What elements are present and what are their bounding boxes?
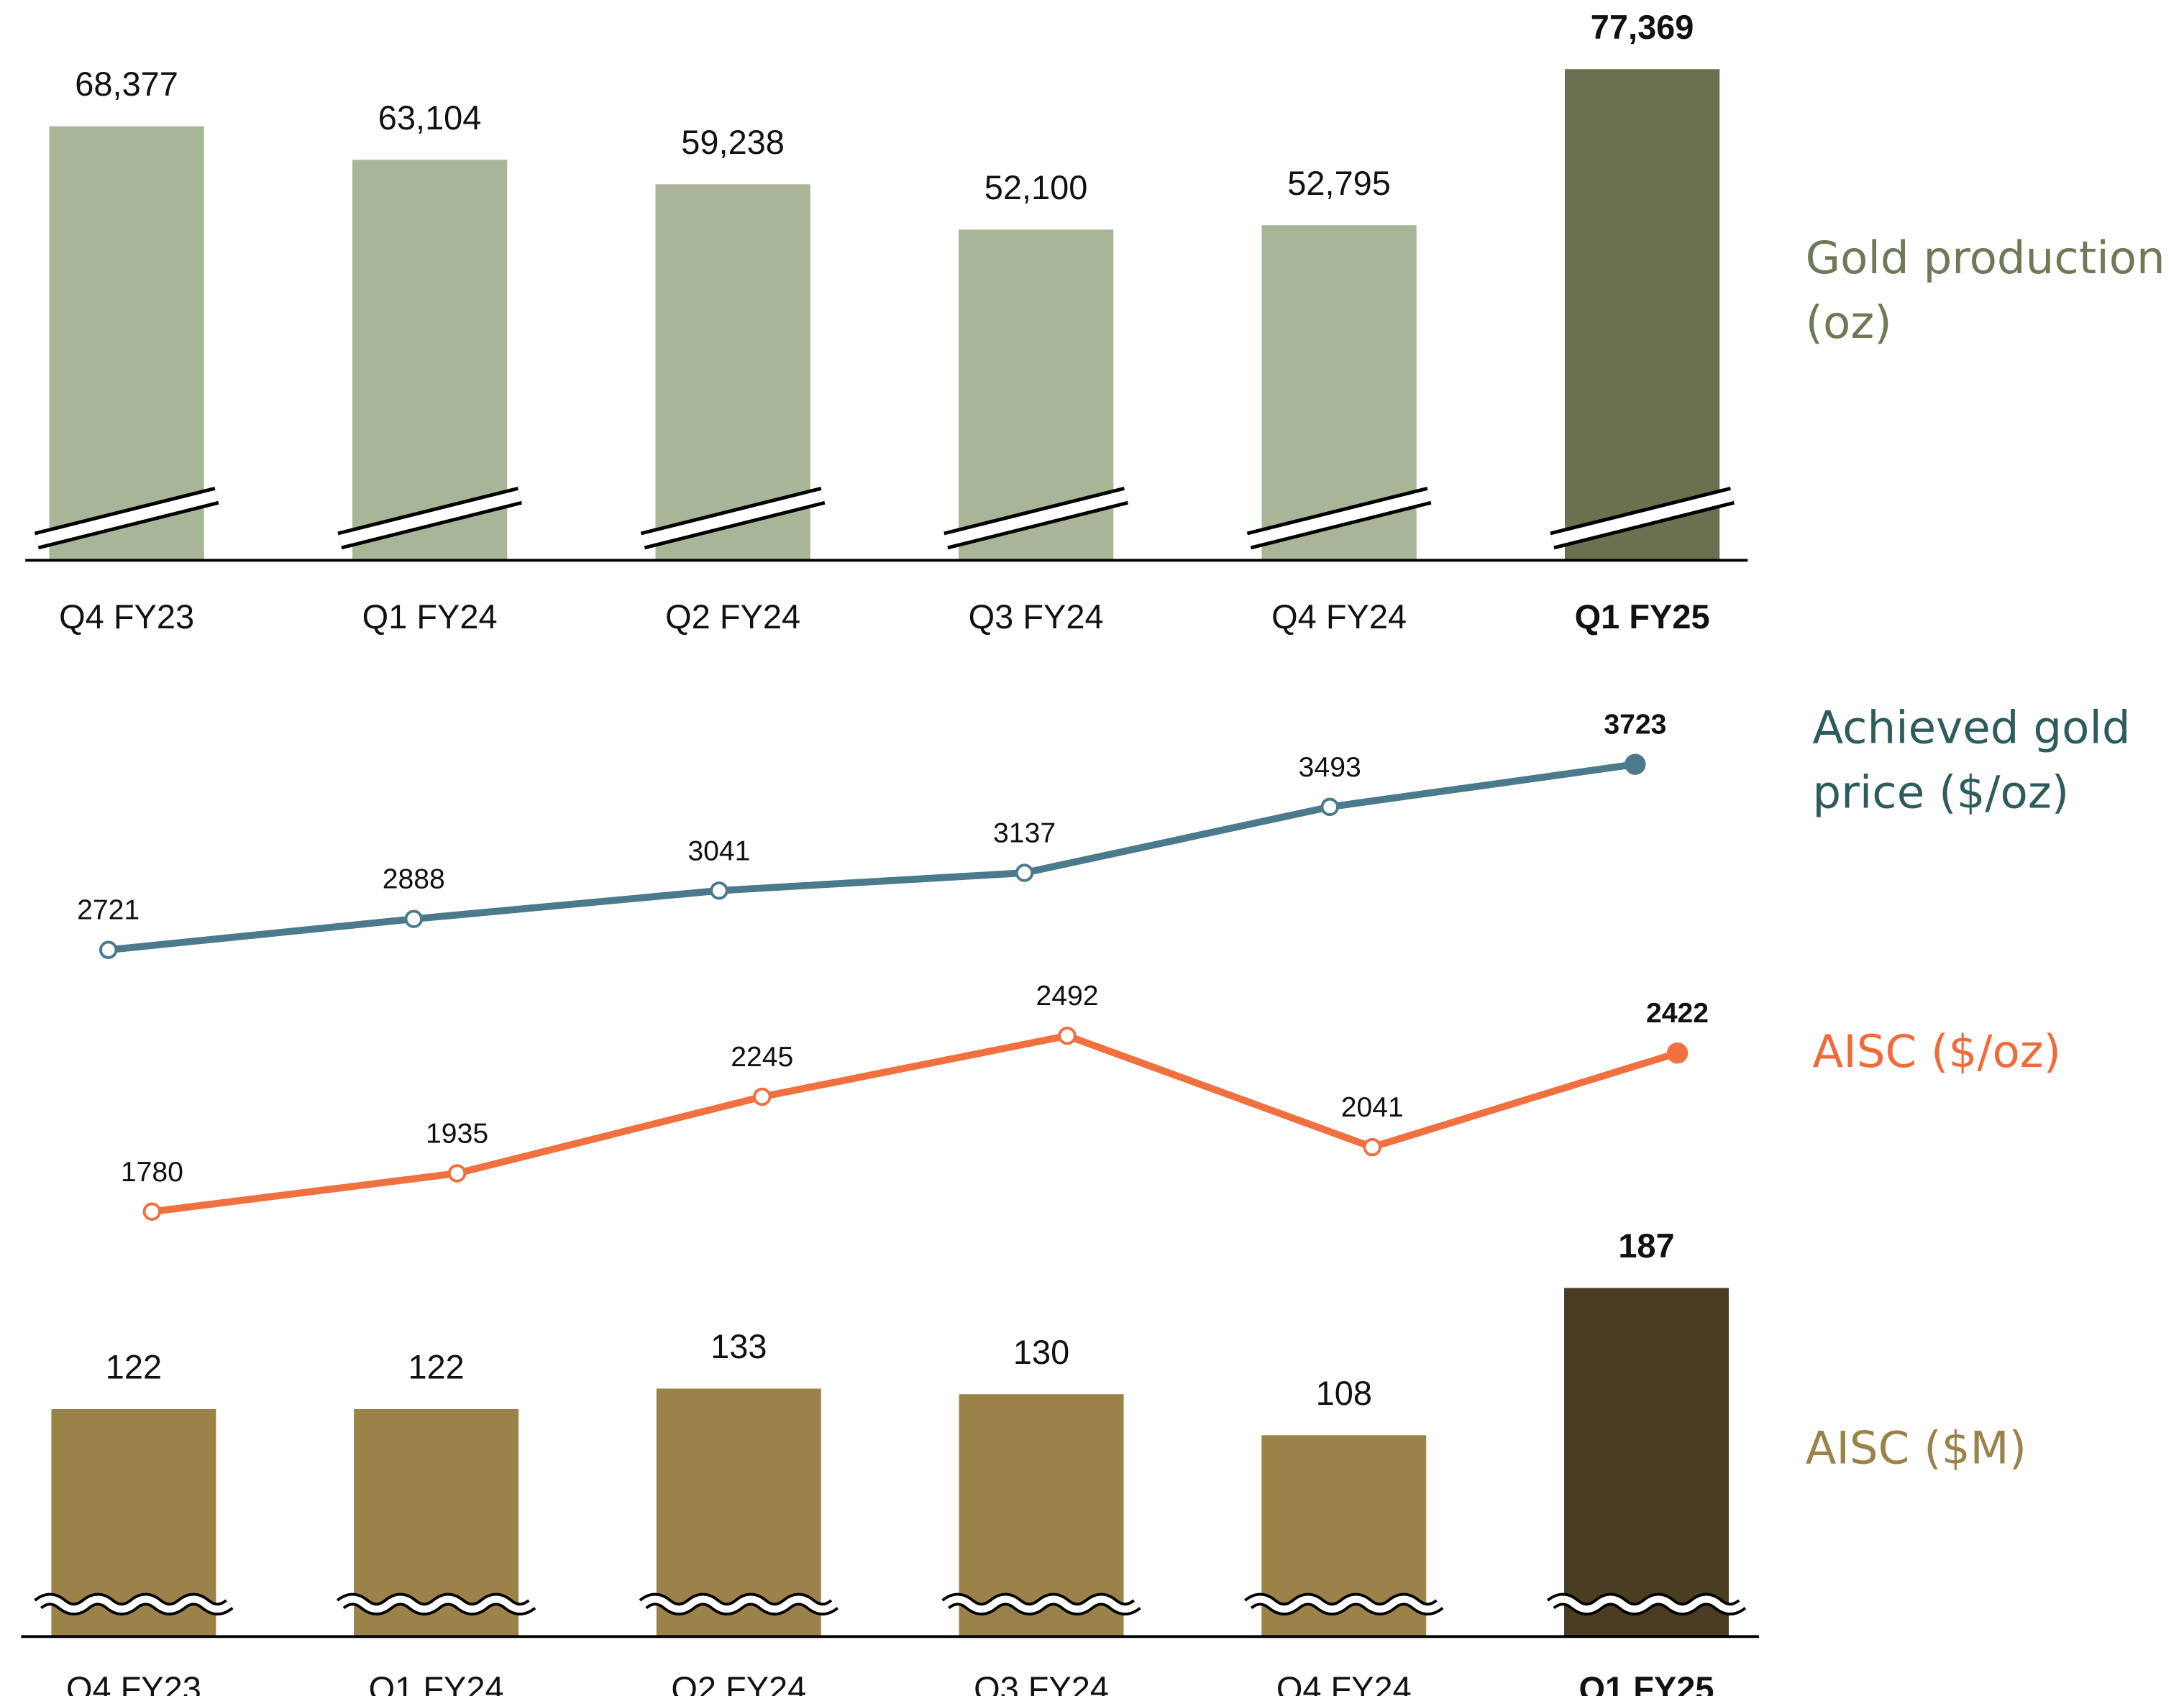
point — [710, 881, 728, 900]
point — [1320, 797, 1339, 817]
value-label: 2422 — [1646, 998, 1709, 1029]
point — [1015, 863, 1034, 882]
value-label: 2041 — [1341, 1092, 1404, 1123]
axis-break — [338, 1595, 534, 1613]
value-label: 52,100 — [984, 168, 1088, 206]
value-label: 59,238 — [681, 123, 785, 161]
point — [404, 909, 424, 928]
point — [99, 940, 118, 959]
axis-break — [35, 490, 219, 546]
axis-break — [641, 490, 825, 546]
x-tick-label: Q3 FY24 — [969, 597, 1104, 636]
value-label: 133 — [711, 1327, 767, 1365]
point — [753, 1087, 772, 1106]
series-title: AISC ($M) — [1805, 1421, 2027, 1475]
value-label: 3723 — [1604, 710, 1666, 741]
x-tick-label: Q1 FY24 — [369, 1669, 504, 1696]
x-tick-label: Q1 FY24 — [362, 597, 498, 636]
x-tick-label: Q2 FY24 — [665, 597, 800, 636]
value-label: 3493 — [1299, 752, 1361, 783]
value-label: 77,369 — [1591, 8, 1694, 46]
axis-break — [944, 490, 1128, 546]
x-tick-label: Q1 FY25 — [1579, 1669, 1714, 1696]
line — [108, 761, 1636, 954]
axis-break — [943, 1595, 1140, 1613]
axis-break — [641, 1595, 837, 1613]
bar — [1564, 1288, 1729, 1637]
value-label: 2721 — [77, 895, 140, 926]
title-text: Achieved gold price ($/oz) — [1812, 701, 2131, 820]
point — [447, 1164, 467, 1183]
value-label: 2888 — [383, 864, 445, 895]
value-label: 68,377 — [75, 65, 178, 103]
value-label: 1935 — [426, 1119, 488, 1150]
x-tick-label: Q4 FY23 — [59, 597, 194, 636]
value-label: 3041 — [687, 835, 750, 866]
bar — [352, 160, 508, 561]
axis-break — [1247, 490, 1431, 546]
value-label: 187 — [1618, 1227, 1674, 1265]
value-label: 2492 — [1036, 981, 1099, 1012]
x-tick-label: Q3 FY24 — [974, 1669, 1109, 1696]
value-label: 122 — [408, 1348, 464, 1386]
axis-break — [1550, 490, 1734, 546]
value-label: 122 — [106, 1348, 162, 1386]
x-tick-label: Q4 FY24 — [1271, 597, 1407, 636]
line — [151, 1032, 1678, 1216]
value-label: 1780 — [121, 1157, 183, 1188]
series-title: Achieved gold price ($/oz) — [1812, 701, 2131, 820]
value-label: 3137 — [993, 818, 1056, 849]
point — [1363, 1137, 1382, 1157]
x-tick-label: Q4 FY24 — [1276, 1669, 1412, 1696]
axis-break — [35, 1595, 232, 1613]
bar — [49, 126, 204, 561]
series-title: Gold production (oz) — [1805, 231, 2165, 349]
value-label: 130 — [1013, 1333, 1069, 1371]
title-text: AISC ($/oz) — [1812, 1025, 2062, 1078]
title-text: Gold production (oz) — [1805, 231, 2165, 349]
axis-break — [1246, 1595, 1442, 1613]
point — [142, 1202, 162, 1221]
point — [1666, 1042, 1689, 1064]
axis-break — [338, 490, 521, 546]
point — [1625, 753, 1646, 775]
value-label: 52,795 — [1287, 164, 1391, 202]
title-text: AISC ($M) — [1805, 1421, 2027, 1475]
x-tick-label: Q1 FY25 — [1575, 597, 1710, 636]
x-tick-label: Q4 FY23 — [66, 1669, 201, 1696]
value-label: 2245 — [731, 1042, 793, 1073]
value-label: 108 — [1316, 1374, 1372, 1412]
series-title: AISC ($/oz) — [1812, 1025, 2062, 1078]
axis-break — [1548, 1595, 1745, 1613]
point — [1058, 1026, 1077, 1045]
x-tick-label: Q2 FY24 — [671, 1669, 806, 1696]
value-label: 63,104 — [378, 98, 482, 137]
bar — [1564, 69, 1720, 561]
